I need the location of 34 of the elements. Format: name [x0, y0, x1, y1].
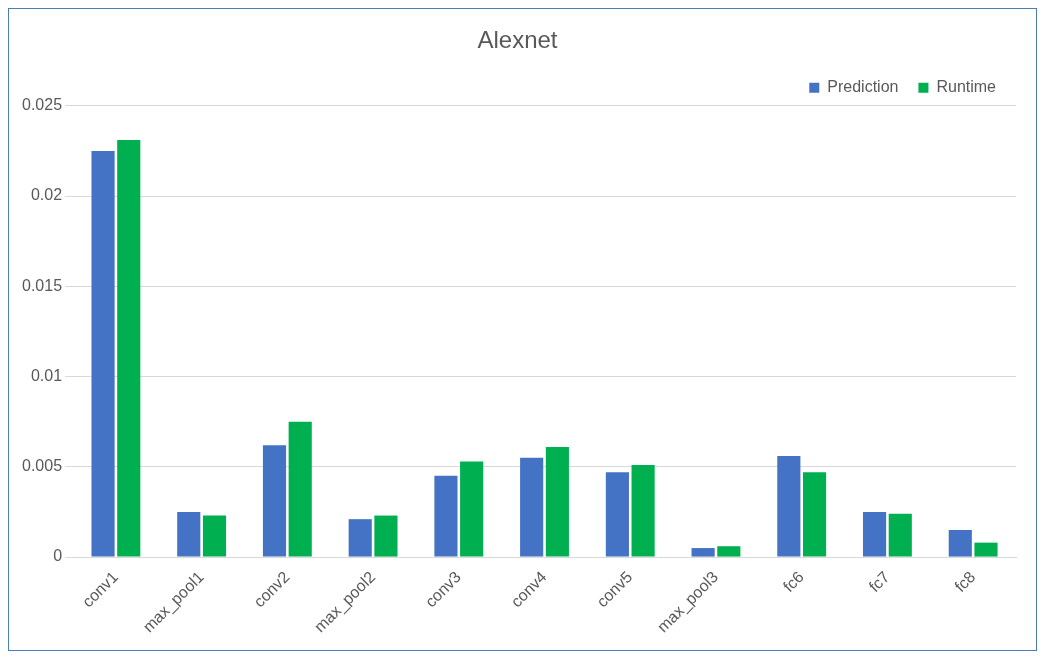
bar	[117, 140, 141, 557]
bar	[460, 461, 484, 557]
y-tick-label: 0	[53, 547, 63, 565]
bar	[545, 446, 569, 557]
bar	[777, 455, 801, 557]
bar	[374, 515, 398, 557]
bar	[520, 457, 544, 557]
bar	[948, 530, 972, 557]
bar	[348, 519, 372, 557]
bar	[177, 511, 201, 557]
y-tick-label: 0.005	[21, 457, 63, 475]
y-tick-label: 0.025	[21, 96, 63, 114]
bar	[691, 548, 715, 557]
bar	[262, 445, 287, 557]
y-tick-label: 0.015	[21, 276, 63, 294]
bar	[888, 513, 912, 557]
x-tick-label: fc8	[951, 568, 979, 596]
x-tick-label: fc7	[865, 568, 893, 596]
bar	[717, 546, 741, 557]
bar	[631, 465, 655, 557]
bar	[862, 511, 887, 557]
bar	[802, 472, 827, 557]
chart-title: Alexnet	[477, 26, 558, 54]
bar	[434, 475, 458, 557]
bar	[288, 421, 312, 557]
legend-label: Runtime	[936, 78, 997, 96]
bar	[974, 542, 998, 557]
y-tick-label: 0.01	[30, 366, 63, 384]
bar	[605, 472, 629, 557]
bar	[202, 515, 227, 557]
y-tick-label: 0.02	[30, 186, 63, 204]
x-tick-label: fc6	[779, 568, 807, 596]
bar	[91, 150, 115, 557]
legend-label: Prediction	[827, 78, 899, 96]
